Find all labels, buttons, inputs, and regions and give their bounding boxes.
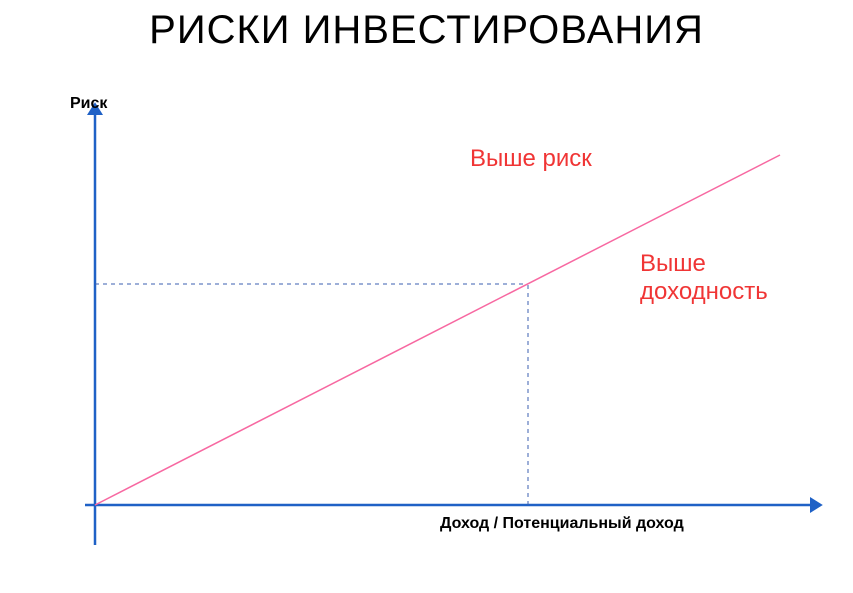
annotation-higher-return-line2: доходность — [640, 278, 768, 305]
annotation-higher-return: Выше доходность — [640, 250, 768, 305]
chart-svg — [40, 95, 830, 575]
annotation-higher-risk: Выше риск — [470, 145, 592, 173]
risk-return-chart: Риск Доход / Потенциальный доход Выше ри… — [40, 95, 830, 575]
annotation-higher-return-line1: Выше — [640, 250, 706, 277]
y-axis-label: Риск — [70, 95, 107, 113]
page-title: РИСКИ ИНВЕСТИРОВАНИЯ — [0, 8, 853, 53]
x-axis-label: Доход / Потенциальный доход — [440, 515, 684, 533]
